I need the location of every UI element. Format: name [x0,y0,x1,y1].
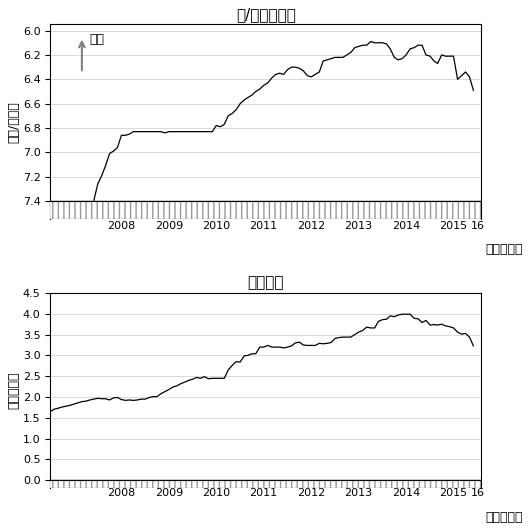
Text: 7: 7 [119,205,124,214]
Text: 1: 1 [380,205,385,214]
Text: 7: 7 [214,205,219,214]
Text: 1: 1 [48,205,52,214]
Text: 2014: 2014 [392,221,420,231]
Text: 1: 1 [475,480,480,489]
Text: 7: 7 [119,480,124,489]
Text: 1: 1 [380,480,385,489]
Text: 1: 1 [428,205,432,214]
Text: 16: 16 [471,221,484,231]
Text: 7: 7 [404,480,409,489]
Text: 1: 1 [95,205,100,214]
Y-axis label: （元/ドル）: （元/ドル） [7,101,20,143]
Text: 2015: 2015 [439,489,467,498]
Text: 2011: 2011 [250,489,278,498]
Text: 1: 1 [475,205,480,214]
Text: 2010: 2010 [202,221,231,231]
Bar [50,480,481,488]
Text: 2008: 2008 [107,489,136,498]
Text: 7: 7 [451,205,456,214]
Text: 1: 1 [190,480,195,489]
Text: （年、月）: （年、月） [486,243,523,255]
Text: 16: 16 [471,489,484,498]
Text: 1: 1 [238,205,243,214]
Text: 2012: 2012 [297,221,325,231]
Text: 7: 7 [72,205,76,214]
Bar [50,201,481,219]
Text: 7: 7 [261,480,266,489]
Text: 2013: 2013 [344,489,373,498]
Title: 外貨準備: 外貨準備 [248,276,284,290]
Text: 2012: 2012 [297,489,325,498]
Text: 7: 7 [166,480,171,489]
Text: 1: 1 [428,480,432,489]
Text: 1: 1 [285,205,290,214]
Text: 7: 7 [309,480,314,489]
Text: 7: 7 [166,205,171,214]
Text: 2008: 2008 [107,221,136,231]
Text: 7: 7 [309,205,314,214]
Text: 7: 7 [356,205,361,214]
Text: 2013: 2013 [344,221,373,231]
Text: 1: 1 [333,205,338,214]
Text: 1: 1 [285,480,290,489]
Text: 2014: 2014 [392,489,420,498]
Text: 1: 1 [190,205,195,214]
Text: 7: 7 [72,480,76,489]
Text: 1: 1 [95,480,100,489]
Text: 7: 7 [214,480,219,489]
Text: 1: 1 [238,480,243,489]
Text: 7: 7 [261,205,266,214]
Text: 7: 7 [404,205,409,214]
Text: 1: 1 [143,205,148,214]
Y-axis label: （兆ドル）: （兆ドル） [7,372,20,409]
Text: 2009: 2009 [155,221,183,231]
Text: 2011: 2011 [250,221,278,231]
Text: 2009: 2009 [155,489,183,498]
Text: 元高: 元高 [90,33,105,46]
Text: 7: 7 [356,480,361,489]
Text: （年、月）: （年、月） [486,511,523,524]
Text: 7: 7 [451,480,456,489]
Text: 2015: 2015 [439,221,467,231]
Text: 1: 1 [333,480,338,489]
Text: 2010: 2010 [202,489,231,498]
Text: 1: 1 [48,480,52,489]
Title: 元/ドルレート: 元/ドルレート [236,7,296,22]
Text: 1: 1 [143,480,148,489]
